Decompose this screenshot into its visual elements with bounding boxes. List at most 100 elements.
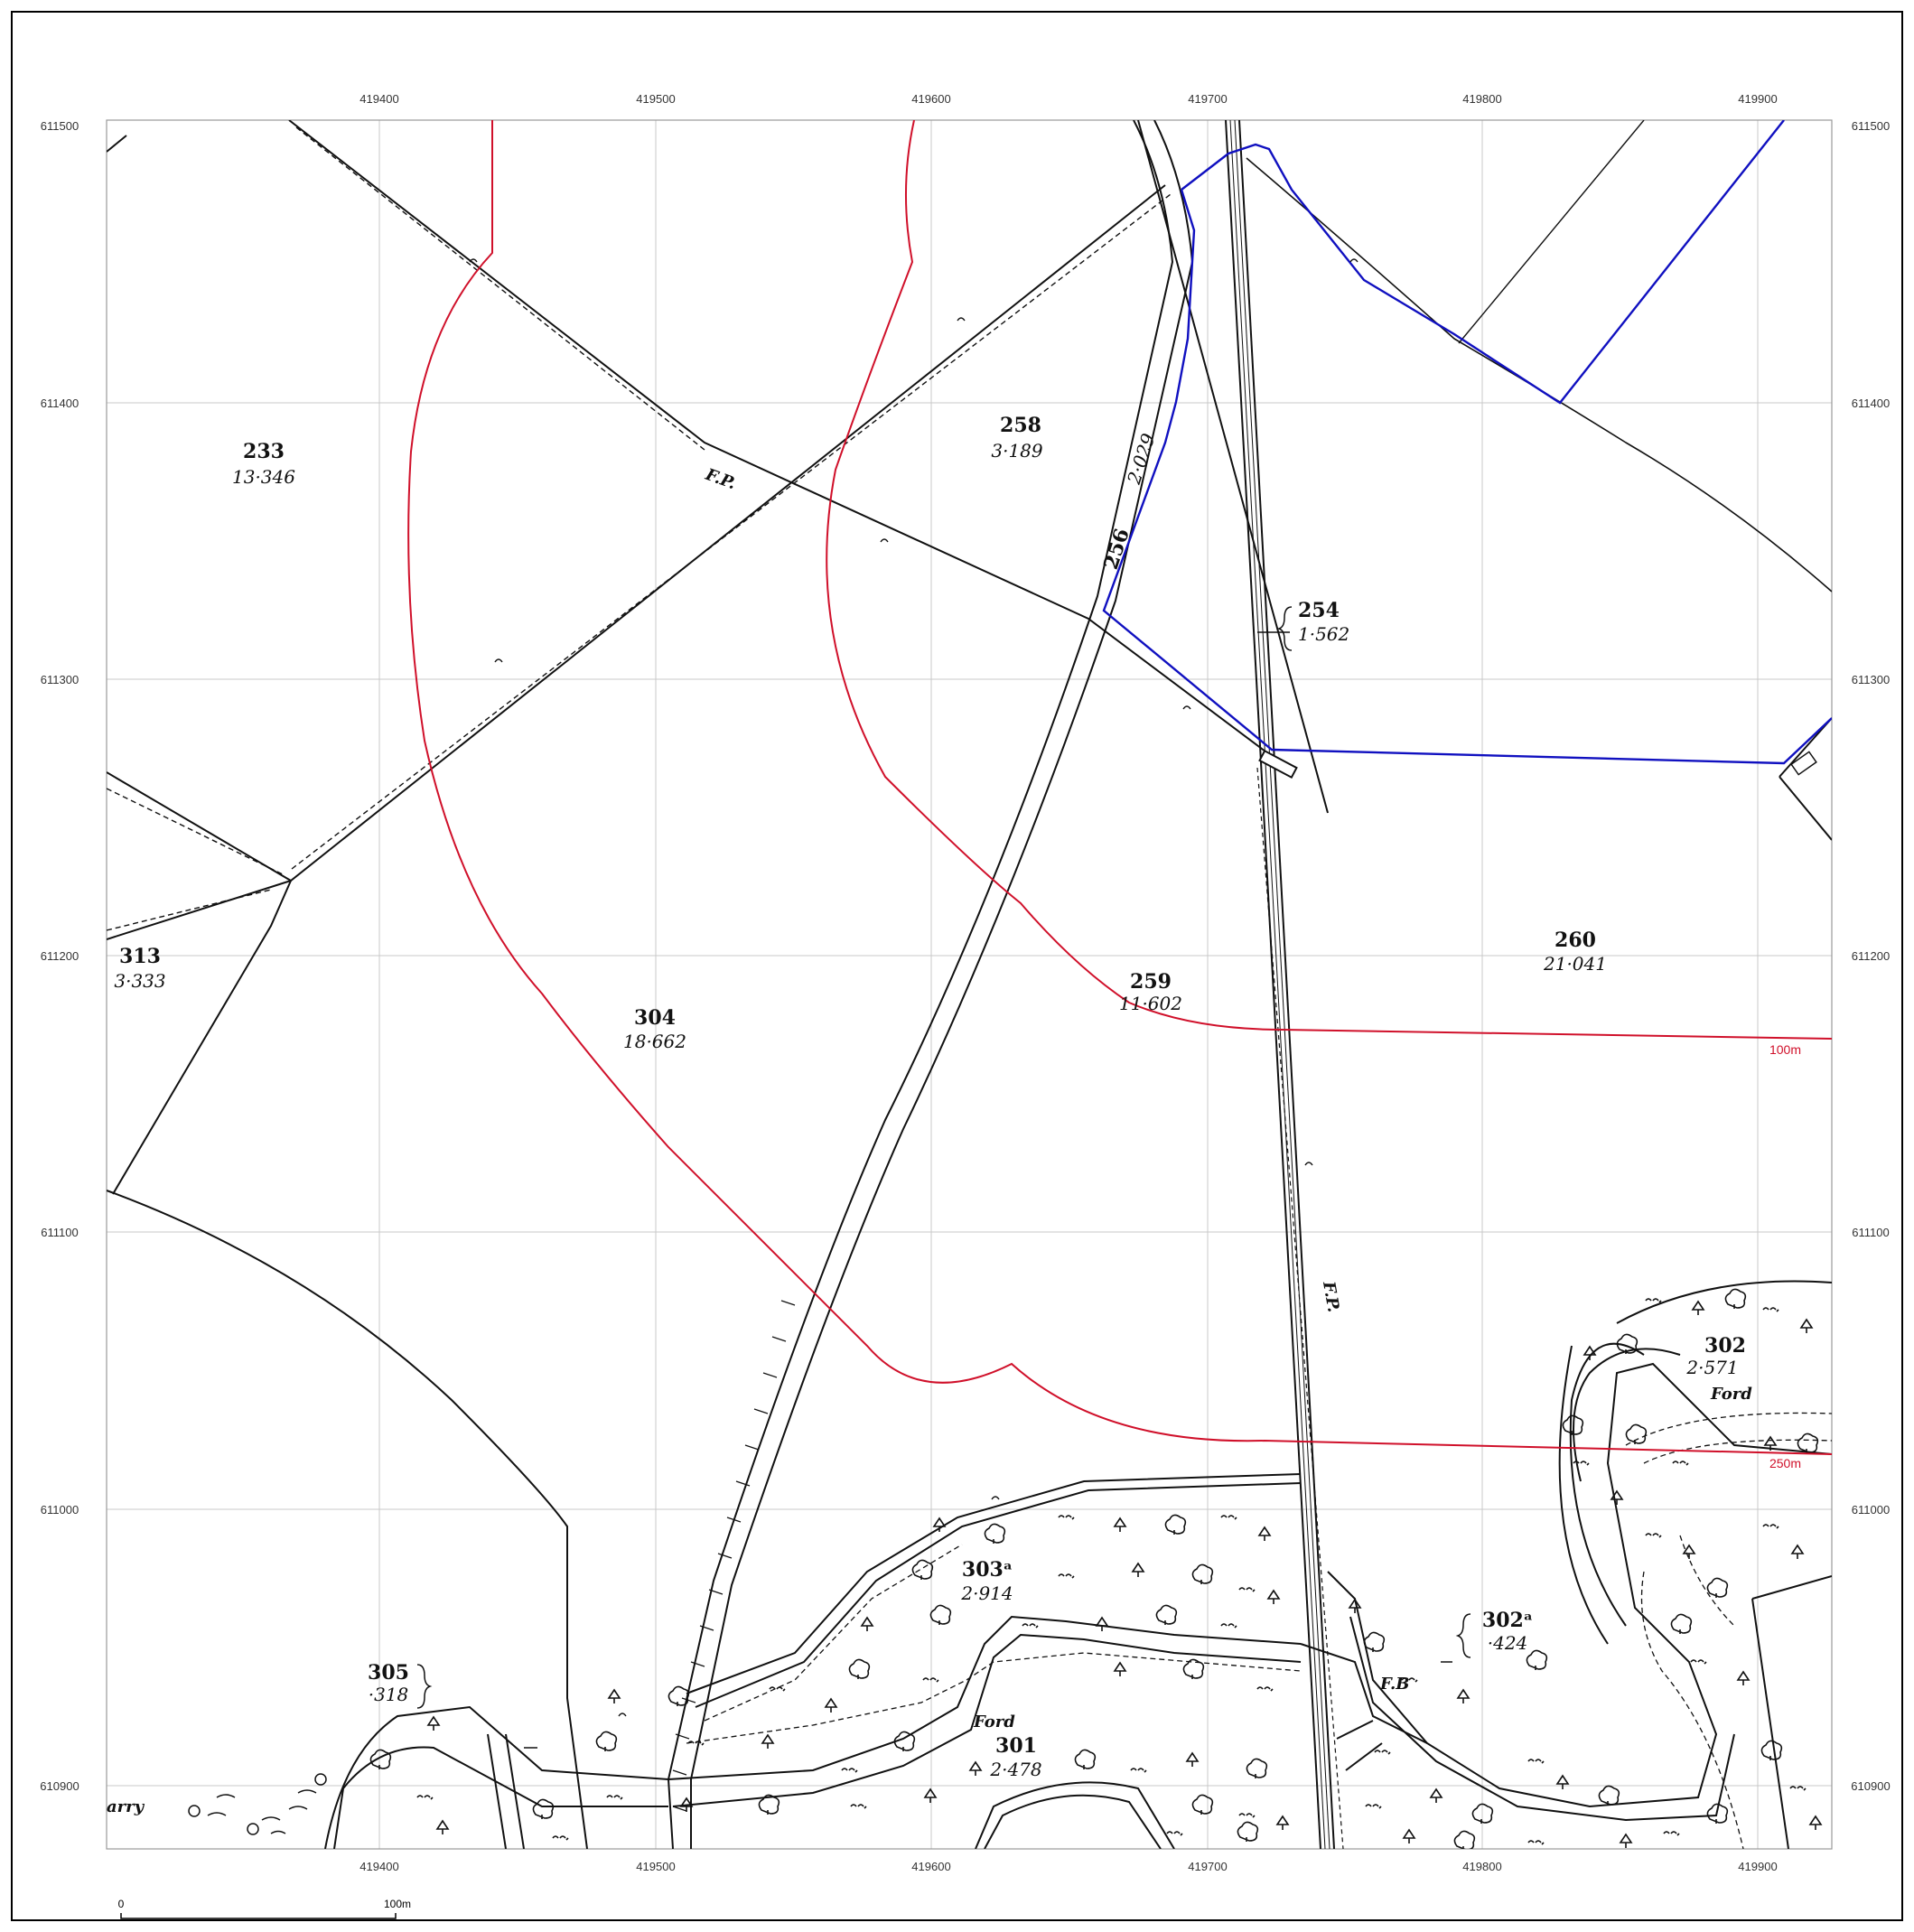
scrub-symbol — [1365, 1804, 1382, 1809]
scrub-symbol — [416, 1795, 434, 1800]
conifer-tree-symbol — [426, 1715, 441, 1731]
scrub-symbol — [687, 1741, 705, 1746]
railway — [1225, 120, 1344, 1849]
grid-lines — [107, 120, 1832, 1849]
brace — [1276, 606, 1293, 651]
contour-labels: 100m 250m — [1769, 1042, 1801, 1470]
blue-boundary — [1102, 120, 1832, 765]
scrub-symbol — [1690, 1659, 1707, 1665]
scrub-symbol — [552, 1835, 569, 1841]
parcel-area: 1·562 — [1298, 623, 1349, 645]
easting-label: 419700 — [1188, 92, 1227, 106]
boundary-ticks — [469, 258, 1452, 1749]
footbridge-label: F.B — [1379, 1675, 1409, 1694]
red-contours — [407, 120, 1832, 1455]
conifer-tree-symbol — [435, 1819, 450, 1834]
conifer-tree-symbol — [1736, 1670, 1751, 1685]
deciduous-tree-symbol — [893, 1731, 916, 1751]
parcel-number: 254 — [1298, 599, 1340, 622]
ford-label: Ford — [973, 1713, 1015, 1731]
scrub-symbol — [606, 1795, 623, 1800]
scrub-symbol — [850, 1804, 867, 1809]
scrub-symbol — [1672, 1461, 1689, 1466]
scrub-symbol — [1645, 1533, 1662, 1538]
northing-label: 611200 — [41, 949, 79, 963]
parcel-area: 2·914 — [960, 1582, 1013, 1604]
deciduous-tree-symbol — [1526, 1649, 1548, 1670]
conifer-tree-symbol — [860, 1616, 874, 1631]
scrub-symbol — [1401, 1677, 1418, 1683]
scale-bar-start: 0 — [118, 1898, 125, 1910]
scrub-symbol — [1527, 1759, 1545, 1764]
scrub-symbol — [769, 1686, 786, 1692]
easting-label: 419500 — [636, 92, 675, 106]
conifer-tree-symbol — [679, 1797, 694, 1812]
deciduous-tree-symbol — [1074, 1749, 1097, 1769]
deciduous-tree-symbol — [369, 1749, 392, 1769]
conifer-tree-symbol — [1257, 1526, 1272, 1541]
parcel-number: 313 — [119, 945, 161, 968]
deciduous-tree-symbol — [1670, 1613, 1693, 1634]
northing-label: 611000 — [1852, 1503, 1890, 1517]
parcel-number: 260 — [1555, 929, 1596, 952]
parcel-number: 256 — [1099, 526, 1134, 573]
northing-label: 611200 — [1852, 949, 1890, 963]
northing-label: 611500 — [1852, 119, 1890, 133]
quarry-hachures — [188, 1773, 327, 1835]
deciduous-tree-symbol — [984, 1523, 1006, 1544]
deciduous-tree-symbol — [1191, 1794, 1214, 1815]
easting-label: 419700 — [1188, 1860, 1227, 1873]
northing-label: 610900 — [40, 1779, 79, 1793]
scrub-symbol — [1166, 1831, 1183, 1836]
easting-label: 419400 — [359, 92, 398, 106]
deciduous-tree-symbol — [1164, 1514, 1187, 1535]
deciduous-tree-symbol — [1625, 1423, 1648, 1444]
deciduous-tree-symbol — [1155, 1604, 1178, 1625]
northing-labels-right: 611500 611400 611300 611200 611100 61100… — [1851, 119, 1890, 1793]
contour-label-100m: 100m — [1769, 1042, 1801, 1057]
easting-label: 419800 — [1462, 1860, 1501, 1873]
scrub-symbol — [1220, 1515, 1237, 1520]
scrub-symbol — [1789, 1786, 1807, 1791]
parcel-area: 3·189 — [991, 440, 1043, 462]
conifer-tree-symbol — [968, 1760, 983, 1776]
quarry-label: arry — [107, 1797, 145, 1816]
parcel-area: 2·571 — [1685, 1357, 1738, 1378]
conifer-tree-symbol — [1763, 1435, 1778, 1451]
woodland-outline — [324, 1280, 1832, 1849]
deciduous-tree-symbol — [1246, 1758, 1268, 1778]
parcel-area: ·424 — [1488, 1632, 1528, 1654]
deciduous-tree-symbol — [668, 1685, 690, 1706]
scrub-symbol — [1130, 1768, 1147, 1773]
conifer-tree-symbol — [1131, 1562, 1145, 1577]
northing-label: 611500 — [41, 119, 79, 133]
deciduous-tree-symbol — [1616, 1333, 1639, 1354]
conifer-tree-symbol — [1113, 1517, 1127, 1532]
conifer-tree-symbol — [1095, 1616, 1109, 1631]
northing-label: 611300 — [41, 673, 79, 686]
easting-label: 419600 — [911, 1860, 950, 1873]
easting-label: 419500 — [636, 1860, 675, 1873]
scale-bar-line — [120, 1913, 397, 1919]
conifer-tree-symbol — [1583, 1345, 1597, 1360]
conifer-tree-symbol — [1799, 1318, 1814, 1333]
deciduous-tree-symbol — [1562, 1414, 1584, 1435]
parcel-number: 259 — [1130, 970, 1172, 994]
northing-label: 610900 — [1851, 1779, 1890, 1793]
scale-bar-end: 100m — [384, 1898, 411, 1910]
deciduous-tree-symbol — [1237, 1821, 1259, 1842]
hedge-boundary — [288, 120, 1270, 755]
scrub-symbol — [1645, 1298, 1662, 1303]
map-frame — [11, 11, 1903, 1921]
conifer-tree-symbol — [761, 1733, 775, 1749]
conifer-tree-symbol — [1555, 1774, 1570, 1789]
map-border — [106, 119, 1833, 1850]
conifer-tree-symbol — [1185, 1751, 1200, 1767]
deciduous-tree-symbol — [1724, 1288, 1747, 1309]
conifer-tree-symbol — [1619, 1833, 1633, 1848]
parcel-number: 303ᵃ — [962, 1558, 1013, 1582]
deciduous-tree-symbol — [1760, 1740, 1783, 1760]
parcel-area: ·318 — [369, 1684, 409, 1705]
woodland-symbols — [369, 1288, 1823, 1849]
